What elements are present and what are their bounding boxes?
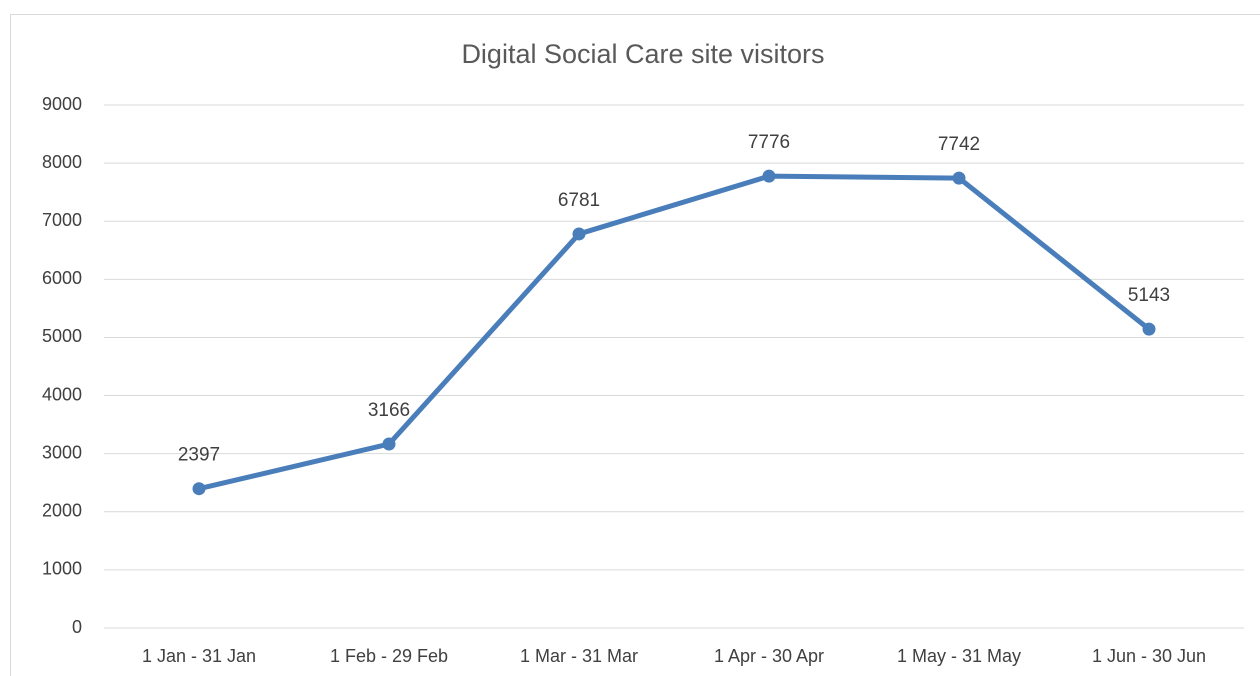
data-label: 6781	[558, 190, 600, 211]
y-tick-label: 9000	[42, 94, 82, 114]
data-point	[1142, 322, 1156, 336]
x-tick-label: 1 Apr - 30 Apr	[714, 646, 824, 666]
data-label: 2397	[178, 445, 220, 466]
series-line	[198, 173, 1151, 492]
y-tick-label: 6000	[42, 268, 82, 288]
data-label: 7742	[938, 134, 980, 155]
data-point	[382, 437, 396, 451]
data-point	[572, 227, 586, 241]
x-tick-label: 1 May - 31 May	[897, 646, 1021, 666]
y-tick-label: 8000	[42, 152, 82, 172]
chart-title: Digital Social Care site visitors	[461, 39, 824, 69]
y-tick-label: 1000	[42, 559, 82, 579]
data-label: 5143	[1128, 285, 1170, 306]
y-tick-label: 3000	[42, 442, 82, 462]
x-tick-label: 1 Jan - 31 Jan	[142, 646, 256, 666]
x-tick-label: 1 Mar - 31 Mar	[520, 646, 638, 666]
data-point	[192, 482, 206, 496]
data-point	[952, 171, 966, 185]
x-tick-label: 1 Jun - 30 Jun	[1092, 646, 1206, 666]
y-tick-label: 2000	[42, 501, 82, 521]
data-point	[762, 169, 776, 183]
data-label: 3166	[368, 400, 410, 421]
x-tick-label: 1 Feb - 29 Feb	[330, 646, 448, 666]
y-tick-label: 7000	[42, 210, 82, 230]
data-label: 7776	[748, 132, 790, 153]
y-tick-label: 0	[72, 617, 82, 637]
y-tick-label: 4000	[42, 384, 82, 404]
chart-border	[10, 14, 1260, 676]
y-tick-label: 5000	[42, 326, 82, 346]
